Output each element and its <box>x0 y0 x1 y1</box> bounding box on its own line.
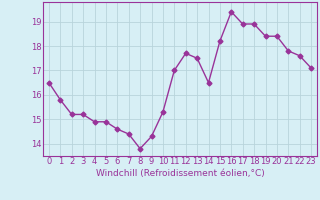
X-axis label: Windchill (Refroidissement éolien,°C): Windchill (Refroidissement éolien,°C) <box>96 169 264 178</box>
